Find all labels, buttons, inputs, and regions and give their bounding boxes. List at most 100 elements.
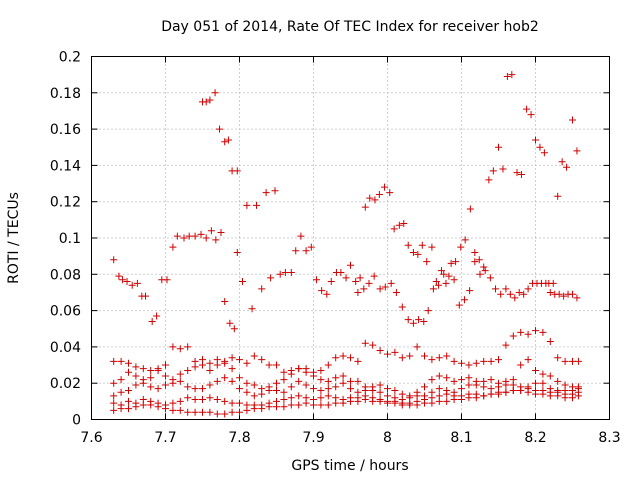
data-point xyxy=(392,288,400,296)
data-point xyxy=(180,234,188,242)
data-point xyxy=(546,288,554,296)
series-arc-6 xyxy=(110,374,582,404)
data-point xyxy=(471,258,479,266)
data-point xyxy=(554,388,562,396)
data-point xyxy=(354,288,362,296)
data-point xyxy=(250,352,258,360)
data-point xyxy=(139,401,147,409)
data-point xyxy=(376,347,384,355)
data-point xyxy=(125,386,132,394)
data-point xyxy=(524,330,532,338)
data-point xyxy=(472,381,480,389)
data-point xyxy=(281,268,289,276)
data-point xyxy=(206,96,214,104)
data-point xyxy=(110,379,118,387)
data-point xyxy=(376,388,384,396)
data-point xyxy=(466,287,474,295)
data-point xyxy=(125,359,132,367)
data-point xyxy=(110,399,118,407)
data-point xyxy=(465,374,473,382)
data-point xyxy=(324,377,332,385)
data-point xyxy=(125,405,132,413)
data-point xyxy=(371,196,379,204)
data-point xyxy=(236,356,243,364)
data-point xyxy=(546,337,554,345)
data-point xyxy=(212,236,220,244)
data-point xyxy=(347,261,354,269)
data-point xyxy=(347,377,354,385)
data-point xyxy=(206,381,214,389)
data-point xyxy=(173,232,181,240)
y-tick-label: 0.16 xyxy=(50,122,81,138)
data-point xyxy=(432,278,440,286)
data-point xyxy=(162,372,169,380)
data-point xyxy=(460,296,468,304)
data-point xyxy=(217,229,225,237)
data-point xyxy=(213,396,221,404)
data-point xyxy=(485,176,493,184)
data-point xyxy=(258,356,266,364)
data-point xyxy=(561,357,569,365)
data-point xyxy=(354,397,362,405)
data-point xyxy=(216,125,224,133)
y-tick-label: 0.14 xyxy=(50,158,81,174)
data-point xyxy=(509,386,517,394)
data-point xyxy=(221,410,229,418)
y-tick-label: 0.04 xyxy=(50,340,81,356)
data-point xyxy=(381,183,389,191)
data-point xyxy=(532,136,539,144)
data-point xyxy=(506,290,514,298)
data-point xyxy=(339,372,347,380)
data-point xyxy=(384,399,391,407)
y-tick-label: 0 xyxy=(72,413,81,429)
data-point xyxy=(199,361,206,369)
data-point xyxy=(487,357,495,365)
data-point xyxy=(369,397,377,405)
data-point xyxy=(258,390,266,398)
data-point xyxy=(354,357,362,365)
data-point xyxy=(184,408,192,416)
x-tick-label: 8.2 xyxy=(524,430,546,446)
data-point xyxy=(202,234,210,242)
data-point xyxy=(271,187,279,195)
data-point xyxy=(465,394,473,402)
data-point xyxy=(117,388,125,396)
data-point xyxy=(347,385,354,393)
data-point xyxy=(292,247,300,255)
data-point xyxy=(502,388,510,396)
data-point xyxy=(421,399,428,407)
data-point xyxy=(520,290,528,298)
data-point xyxy=(147,383,155,391)
data-point xyxy=(458,359,465,367)
data-point xyxy=(569,357,576,365)
data-point xyxy=(495,143,502,151)
data-point xyxy=(287,268,295,276)
data-point xyxy=(228,408,236,416)
data-point xyxy=(258,405,266,413)
data-point xyxy=(375,190,383,198)
data-point xyxy=(110,256,118,264)
data-point xyxy=(185,232,193,240)
data-point xyxy=(532,366,539,374)
data-point xyxy=(475,256,483,264)
data-point xyxy=(445,272,453,280)
data-point xyxy=(228,365,236,373)
data-point xyxy=(527,111,535,119)
data-point xyxy=(558,158,566,166)
data-point xyxy=(428,356,436,364)
data-point xyxy=(243,201,251,209)
data-point xyxy=(310,385,317,393)
data-point xyxy=(147,401,155,409)
y-tick-label: 0.18 xyxy=(50,86,81,102)
data-point xyxy=(280,396,288,404)
data-point xyxy=(555,290,563,298)
series-arc-5 xyxy=(110,356,582,400)
data-point xyxy=(221,298,229,306)
data-point xyxy=(423,258,431,266)
series-arc-8 xyxy=(110,385,582,418)
data-point xyxy=(233,249,241,257)
data-point xyxy=(472,394,480,402)
data-point xyxy=(132,403,140,411)
y-tick-label: 0.1 xyxy=(59,231,81,247)
